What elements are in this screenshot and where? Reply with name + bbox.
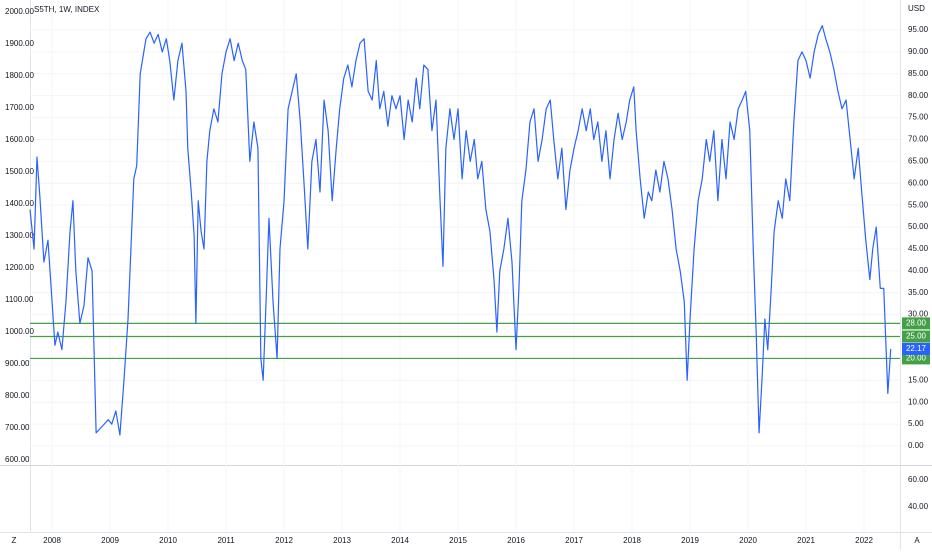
y-tick-label: 1300.00	[5, 231, 34, 240]
level-label-box	[902, 317, 930, 330]
y2-tick-label: 45.00	[908, 244, 929, 253]
y-tick-label: 900.00	[5, 359, 30, 368]
y-tick-label: 2000.00	[5, 7, 34, 16]
y-tick-label: 1500.00	[5, 167, 34, 176]
y-tick-label: 800.00	[5, 391, 30, 400]
lower-tick-label: 40.00	[908, 502, 929, 511]
y2-tick-label: 5.00	[908, 419, 924, 428]
y-tick-label: 1400.00	[5, 199, 34, 208]
x-tick-label: 2020	[739, 536, 757, 545]
y2-tick-label: 30.00	[908, 310, 929, 319]
x-tick-label: 2021	[797, 536, 815, 545]
y2-tick-label: 85.00	[908, 69, 929, 78]
x-tick-label: 2022	[855, 536, 873, 545]
last-value-box	[902, 342, 930, 355]
y-tick-label: 1000.00	[5, 327, 34, 336]
x-tick-label: 2009	[101, 536, 119, 545]
y2-tick-label: 55.00	[908, 200, 929, 209]
x-tick-label: 2008	[43, 536, 61, 545]
x-tick-label: 2018	[623, 536, 641, 545]
x-tick-label: 2014	[391, 536, 409, 545]
lower-tick-label: 60.00	[908, 475, 929, 484]
level-label-box	[902, 330, 930, 343]
y2-tick-label: 65.00	[908, 156, 929, 165]
x-tick-label: 2011	[217, 536, 235, 545]
x-tick-label: 2010	[159, 536, 177, 545]
x-tick-label: 2019	[681, 536, 699, 545]
y-tick-label: 1900.00	[5, 39, 34, 48]
corner-button[interactable]: A	[914, 536, 920, 545]
level-label: 25.00	[906, 332, 927, 341]
x-tick-label: 2012	[275, 536, 293, 545]
y2-tick-label: 95.00	[908, 25, 929, 34]
last-value-label: 22.17	[906, 344, 927, 353]
chart-title: S5TH, 1W, INDEX	[34, 5, 100, 14]
y2-tick-label: 70.00	[908, 135, 929, 144]
x-tick-label: 2015	[449, 536, 467, 545]
y2-tick-label: 50.00	[908, 222, 929, 231]
y2-tick-label: 15.00	[908, 375, 929, 384]
x-tick-label: 2016	[507, 536, 525, 545]
y2-tick-label: 10.00	[908, 397, 929, 406]
level-label-box	[902, 352, 930, 365]
level-label: 20.00	[906, 354, 927, 363]
y2-tick-label: 80.00	[908, 91, 929, 100]
y2-tick-label: 40.00	[908, 266, 929, 275]
y-tick-label: 1100.00	[5, 295, 34, 304]
y-tick-label: 700.00	[5, 423, 30, 432]
y-tick-label: 1700.00	[5, 103, 34, 112]
y2-tick-label: 90.00	[908, 47, 929, 56]
y2-tick-label: 0.00	[908, 441, 924, 450]
y-tick-label: 1600.00	[5, 135, 34, 144]
y-tick-label: 1800.00	[5, 71, 34, 80]
y-tick-label: 600.00	[5, 455, 30, 464]
y2-tick-label: 35.00	[908, 288, 929, 297]
x-tick-label: 2017	[565, 536, 583, 545]
y2-tick-label: 60.00	[908, 178, 929, 187]
corner-button[interactable]: Z	[12, 536, 17, 545]
y-tick-label: 1200.00	[5, 263, 34, 272]
series-line	[29, 25, 892, 436]
axis-unit: USD	[908, 4, 925, 13]
y2-tick-label: 75.00	[908, 113, 929, 122]
level-label: 28.00	[906, 318, 927, 327]
x-tick-label: 2013	[333, 536, 351, 545]
